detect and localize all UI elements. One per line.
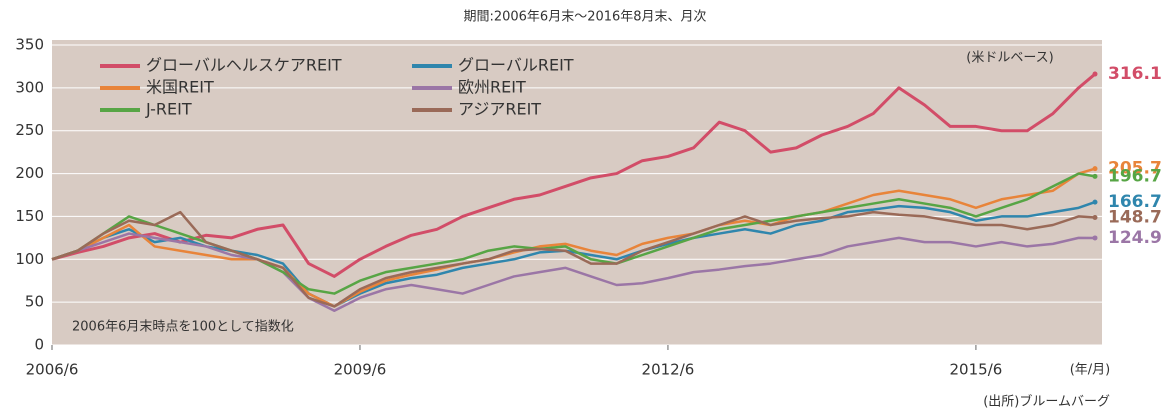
end-point xyxy=(1092,199,1098,205)
y-tick-label: 100 xyxy=(15,250,44,268)
line xyxy=(51,210,1096,308)
x-unit-label: (年/月) xyxy=(1070,363,1111,378)
x-tick-label: 2015/6 xyxy=(950,361,1003,379)
data-label: 148.7 xyxy=(1108,208,1162,228)
end-point xyxy=(1092,235,1098,241)
y-tick-label: 0 xyxy=(34,336,44,354)
end-point xyxy=(1092,173,1098,179)
data-label: 124.9 xyxy=(1108,228,1162,248)
end-point xyxy=(1092,71,1098,77)
annotation: 2006年6月末時点を100として指数化 xyxy=(72,320,294,335)
y-tick-label: 350 xyxy=(15,36,44,54)
data-label: 205.7 xyxy=(1108,159,1162,179)
legend-label: グローバルヘルスケアREIT xyxy=(146,56,342,75)
data-label: 196.7 xyxy=(1108,166,1162,186)
line xyxy=(51,232,1096,312)
y-tick-label: 150 xyxy=(15,207,44,225)
data-label: 316.1 xyxy=(1108,64,1162,84)
x-tick-label: 2006/6 xyxy=(26,361,79,379)
line xyxy=(51,72,1096,278)
annotation: (米ドルベース) xyxy=(966,51,1054,66)
x-tick-label: 2009/6 xyxy=(334,361,387,379)
legend-label: グローバルREIT xyxy=(458,56,574,75)
source: (出所)ブルームバーグ xyxy=(983,394,1110,410)
data-label: 166.7 xyxy=(1108,192,1162,212)
legend-label: 欧州REIT xyxy=(458,78,526,97)
legend-label: アジアREIT xyxy=(458,100,541,119)
y-tick-label: 300 xyxy=(15,78,44,96)
line xyxy=(51,167,1096,308)
y-tick-label: 50 xyxy=(25,293,44,311)
legend-label: J-REIT xyxy=(145,100,192,119)
y-tick-label: 200 xyxy=(15,164,44,182)
chart-subtitle: 期間:2006年6月末～2016年8月末、月次 xyxy=(463,9,706,25)
legend-label: 米国REIT xyxy=(146,78,214,97)
y-tick-label: 250 xyxy=(15,121,44,139)
x-tick-label: 2012/6 xyxy=(642,361,695,379)
end-point xyxy=(1092,215,1098,221)
plot-background xyxy=(52,40,1102,345)
end-point xyxy=(1092,166,1098,172)
